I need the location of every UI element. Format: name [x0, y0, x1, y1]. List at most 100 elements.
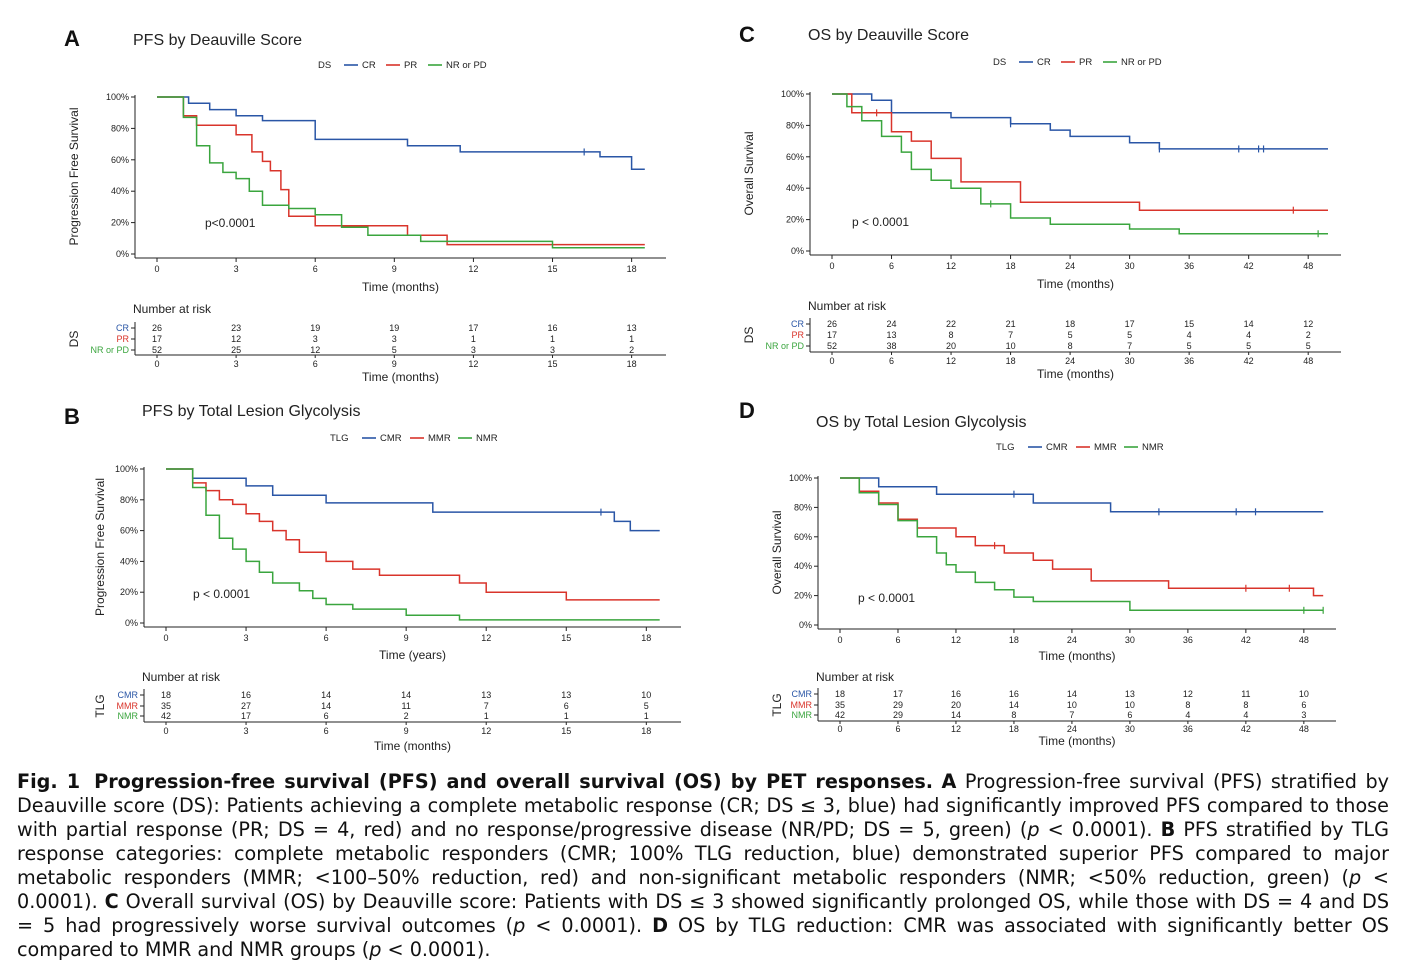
risk-table-ylabel: TLG — [93, 694, 107, 717]
panel-label: B — [64, 404, 80, 429]
panel-label: C — [739, 22, 755, 47]
risk-row-label: PR — [791, 330, 804, 340]
risk-count: 22 — [946, 319, 956, 329]
panel-d: D OS by Total Lesion Glycolysis TLG CMR MMR N… — [739, 398, 1336, 748]
risk-count: 5 — [1068, 330, 1073, 340]
series-line-nr-or-pd — [157, 96, 645, 249]
figure-caption: Fig. 1 Progression-free survival (PFS) an… — [17, 770, 1389, 961]
y-tick-label: 20% — [120, 587, 138, 597]
x-tick-label: 15 — [561, 633, 571, 643]
y-tick-label: 20% — [111, 218, 129, 228]
caption-letter-c: C — [104, 890, 119, 913]
y-tick-label: 80% — [786, 120, 804, 130]
p-value-label: p<0.0001 — [205, 216, 256, 230]
risk-count: 6 — [1301, 700, 1306, 710]
chart-title: PFS by Deauville Score — [133, 32, 302, 49]
legend-title: DS — [993, 57, 1006, 68]
x-tick-label: 30 — [1125, 635, 1135, 645]
x-tick-label: 6 — [889, 261, 894, 271]
risk-x-tick-label: 18 — [1006, 356, 1016, 366]
risk-count: 12 — [231, 334, 241, 344]
caption-text-a: Progression-free survival (PFS) stratifi… — [17, 770, 1389, 841]
x-tick-label: 30 — [1125, 261, 1135, 271]
x-tick-label: 18 — [627, 264, 637, 274]
series-line-cmr — [840, 477, 1324, 513]
legend-label: CMR — [380, 433, 402, 444]
y-tick-label: 60% — [111, 155, 129, 165]
risk-x-tick-label: 12 — [951, 724, 961, 734]
risk-count: 42 — [161, 711, 171, 721]
risk-row-label: MMR — [791, 700, 813, 710]
risk-count: 17 — [468, 323, 478, 333]
risk-x-tick-label: 3 — [234, 359, 239, 369]
chart-title: PFS by Total Lesion Glycolysis — [142, 403, 360, 420]
caption-pval: < 0.0001 — [1047, 818, 1139, 841]
risk-count: 25 — [231, 345, 241, 355]
p-value-label: p < 0.0001 — [858, 591, 915, 605]
x-tick-label: 48 — [1299, 635, 1309, 645]
risk-row-label: MMR — [117, 701, 139, 711]
x-tick-label: 42 — [1241, 635, 1251, 645]
risk-table-title: Number at risk — [133, 302, 212, 316]
risk-count: 18 — [161, 690, 171, 700]
x-tick-label: 0 — [829, 261, 834, 271]
series-line-cr — [157, 96, 645, 170]
legend-title: TLG — [996, 442, 1014, 453]
risk-count: 8 — [1243, 700, 1248, 710]
risk-x-tick-label: 18 — [641, 726, 651, 736]
risk-x-tick-label: 48 — [1303, 356, 1313, 366]
x-axis-label: Time (months) — [1039, 649, 1116, 663]
x-axis-label: Time (months) — [362, 280, 439, 294]
y-axis-label: Overall Survival — [742, 131, 756, 215]
risk-x-tick-label: 0 — [837, 724, 842, 734]
risk-table-title: Number at risk — [816, 670, 895, 684]
caption-pval: < 0.0001 — [387, 938, 477, 961]
risk-count: 16 — [241, 690, 251, 700]
risk-x-tick-label: 15 — [561, 726, 571, 736]
risk-x-tick-label: 24 — [1065, 356, 1075, 366]
risk-x-tick-label: 6 — [313, 359, 318, 369]
risk-count: 14 — [951, 710, 961, 720]
risk-count: 7 — [1008, 330, 1013, 340]
risk-count: 13 — [627, 323, 637, 333]
legend-label: CMR — [1046, 442, 1068, 453]
risk-table-ylabel: TLG — [770, 693, 784, 716]
risk-table-title: Number at risk — [808, 299, 887, 313]
x-tick-label: 12 — [468, 264, 478, 274]
caption-letter-b: B — [1160, 818, 1176, 841]
risk-row-label: CR — [116, 323, 129, 333]
risk-table-xlabel: Time (months) — [374, 739, 451, 753]
caption-p: p — [513, 914, 526, 937]
x-tick-label: 24 — [1065, 261, 1075, 271]
risk-table-xlabel: Time (months) — [362, 370, 439, 384]
risk-count: 8 — [949, 330, 954, 340]
p-value-label: p < 0.0001 — [193, 587, 250, 601]
legend-title: TLG — [330, 433, 348, 444]
x-tick-label: 12 — [481, 633, 491, 643]
risk-count: 10 — [1299, 689, 1309, 699]
caption-text-c: Overall survival (OS) by Deauville score… — [17, 890, 1389, 937]
risk-count: 2 — [404, 711, 409, 721]
x-tick-label: 48 — [1303, 261, 1313, 271]
y-tick-label: 80% — [794, 502, 812, 512]
risk-x-tick-label: 30 — [1125, 356, 1135, 366]
x-tick-label: 6 — [895, 635, 900, 645]
risk-x-tick-label: 36 — [1184, 356, 1194, 366]
y-tick-label: 60% — [786, 152, 804, 162]
y-tick-label: 100% — [789, 473, 812, 483]
legend-label: NMR — [1142, 442, 1164, 453]
panel-label: D — [739, 398, 755, 423]
risk-count: 16 — [548, 323, 558, 333]
caption-p: p — [1349, 866, 1362, 889]
caption-title: Progression-free survival (PFS) and over… — [94, 770, 934, 793]
risk-x-tick-label: 9 — [404, 726, 409, 736]
caption-p: p — [1027, 818, 1040, 841]
risk-count: 6 — [1127, 710, 1132, 720]
risk-count: 4 — [1187, 330, 1192, 340]
risk-count: 7 — [484, 701, 489, 711]
risk-count: 35 — [161, 701, 171, 711]
x-tick-label: 12 — [951, 635, 961, 645]
chart-title: OS by Total Lesion Glycolysis — [816, 414, 1026, 431]
